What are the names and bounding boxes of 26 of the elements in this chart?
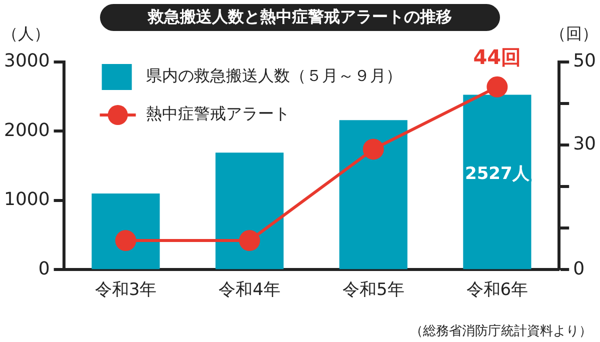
text: （総務省消防庁統計資料より） — [410, 323, 592, 340]
point — [239, 230, 260, 252]
data-label: 44回 — [473, 45, 522, 70]
legend-label: 熱中症警戒アラート — [146, 104, 290, 124]
point — [362, 138, 384, 160]
data-label: 2527人 — [465, 164, 530, 184]
x-tick-label: 令和4年 — [218, 280, 280, 300]
y-tick-label: 2000 — [4, 120, 50, 141]
y2-tick-label: 30 — [573, 134, 596, 155]
x-tick-label: 令和5年 — [342, 280, 404, 300]
bar — [92, 193, 160, 270]
y-tick-label: 0 — [38, 258, 50, 280]
y2-axis-title: （回） — [550, 24, 598, 45]
point — [486, 76, 508, 98]
y-tick-label: 3000 — [4, 50, 50, 72]
bar — [339, 120, 408, 270]
bar — [215, 152, 284, 270]
chart-title: 救急搬送人数と熱中症警戒アラートの推移 — [100, 4, 500, 31]
x-tick-label: 令和6年 — [466, 280, 528, 300]
y2-tick-label: 50 — [573, 50, 596, 72]
y-tick-label: 1000 — [4, 189, 50, 210]
y-axis-title: （人） — [2, 24, 50, 45]
legend-label: 県内の救急搬送人数（５月～９月） — [146, 66, 402, 86]
bar — [463, 94, 532, 270]
x-tick-label: 令和3年 — [94, 280, 157, 300]
y2-tick-label: 0 — [573, 258, 585, 280]
